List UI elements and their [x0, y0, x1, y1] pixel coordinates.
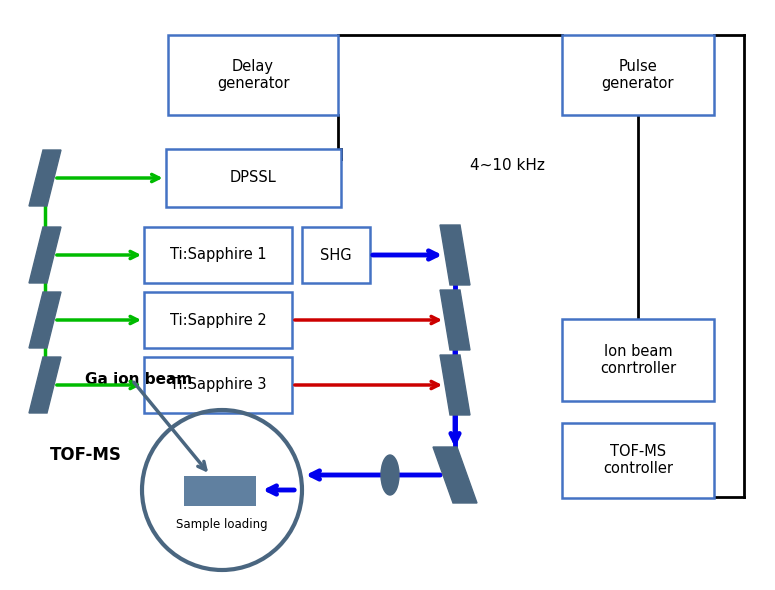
- FancyBboxPatch shape: [168, 35, 338, 115]
- FancyBboxPatch shape: [144, 292, 292, 348]
- FancyBboxPatch shape: [562, 35, 714, 115]
- FancyBboxPatch shape: [302, 227, 370, 283]
- Polygon shape: [29, 357, 61, 413]
- Polygon shape: [29, 227, 61, 283]
- FancyBboxPatch shape: [562, 319, 714, 401]
- FancyBboxPatch shape: [144, 357, 292, 413]
- FancyBboxPatch shape: [144, 227, 292, 283]
- Polygon shape: [29, 150, 61, 206]
- FancyBboxPatch shape: [166, 149, 340, 207]
- Polygon shape: [440, 355, 470, 415]
- Text: Delay
generator: Delay generator: [217, 59, 289, 91]
- Text: TOF-MS: TOF-MS: [50, 446, 122, 464]
- Polygon shape: [440, 225, 470, 285]
- FancyBboxPatch shape: [562, 422, 714, 497]
- Text: Ti:Sapphire 3: Ti:Sapphire 3: [170, 378, 267, 392]
- Polygon shape: [29, 292, 61, 348]
- Text: Sample loading: Sample loading: [176, 518, 268, 531]
- Text: Ti:Sapphire 1: Ti:Sapphire 1: [170, 247, 267, 263]
- Ellipse shape: [381, 455, 399, 495]
- Text: Ga ion beam: Ga ion beam: [85, 372, 192, 388]
- Polygon shape: [433, 447, 477, 503]
- Text: Pulse
generator: Pulse generator: [601, 59, 674, 91]
- Text: Ti:Sapphire 2: Ti:Sapphire 2: [170, 313, 267, 327]
- FancyBboxPatch shape: [184, 476, 256, 506]
- Text: 4~10 kHz: 4~10 kHz: [470, 158, 545, 172]
- Text: TOF-MS
controller: TOF-MS controller: [603, 444, 673, 476]
- Text: SHG: SHG: [320, 247, 352, 263]
- Text: DPSSL: DPSSL: [229, 171, 277, 185]
- Polygon shape: [440, 290, 470, 350]
- Text: Ion beam
conrtroller: Ion beam conrtroller: [600, 344, 676, 376]
